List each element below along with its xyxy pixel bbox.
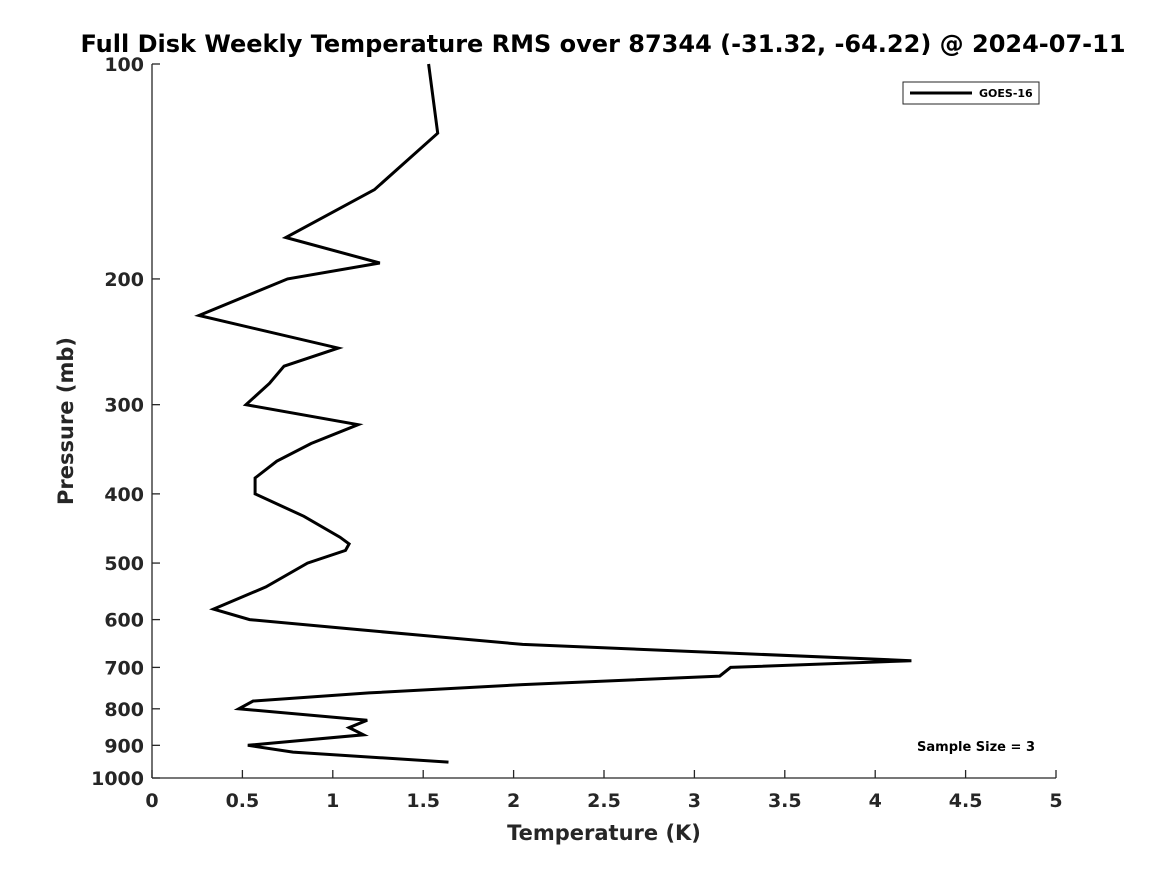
y-tick-label: 400 xyxy=(104,484,144,506)
x-tick-label: 2.5 xyxy=(587,790,621,812)
x-tick-label: 5 xyxy=(1049,790,1062,812)
x-tick-label: 4 xyxy=(869,790,882,812)
sample-size-annotation: Sample Size = 3 xyxy=(917,740,1035,755)
y-axis-label: Pressure (mb) xyxy=(54,337,78,505)
x-tick-label: 3.5 xyxy=(768,790,802,812)
x-tick-label: 0 xyxy=(145,790,158,812)
x-tick-label: 4.5 xyxy=(949,790,983,812)
chart-title: Full Disk Weekly Temperature RMS over 87… xyxy=(80,30,1125,58)
x-tick-label: 1.5 xyxy=(406,790,440,812)
x-tick-label: 1 xyxy=(326,790,339,812)
y-ticks: 100 200 300 400 500 600 700 800 900 1000 xyxy=(91,54,160,790)
legend-entry-goes-16: GOES-16 xyxy=(979,87,1033,100)
x-tick-label: 2 xyxy=(507,790,520,812)
y-tick-label: 300 xyxy=(104,395,144,417)
y-tick-label: 500 xyxy=(104,553,144,575)
y-tick-label: 700 xyxy=(104,657,144,679)
series-line-goes-16 xyxy=(194,63,912,764)
x-axis-label: Temperature (K) xyxy=(507,821,701,845)
y-tick-label: 200 xyxy=(104,269,144,291)
y-tick-label: 900 xyxy=(104,735,144,757)
y-tick-label: 800 xyxy=(104,699,144,721)
x-tick-label: 3 xyxy=(688,790,701,812)
x-ticks: 0 0.5 1 1.5 2 2.5 3 3.5 4 4.5 5 xyxy=(145,770,1063,812)
y-tick-label: 100 xyxy=(104,54,144,76)
legend: GOES-16 xyxy=(902,81,1040,105)
y-tick-label: 1000 xyxy=(91,768,144,790)
x-tick-label: 0.5 xyxy=(226,790,260,812)
series-layer xyxy=(194,63,912,764)
axes xyxy=(151,64,1056,779)
y-tick-label: 600 xyxy=(104,610,144,632)
